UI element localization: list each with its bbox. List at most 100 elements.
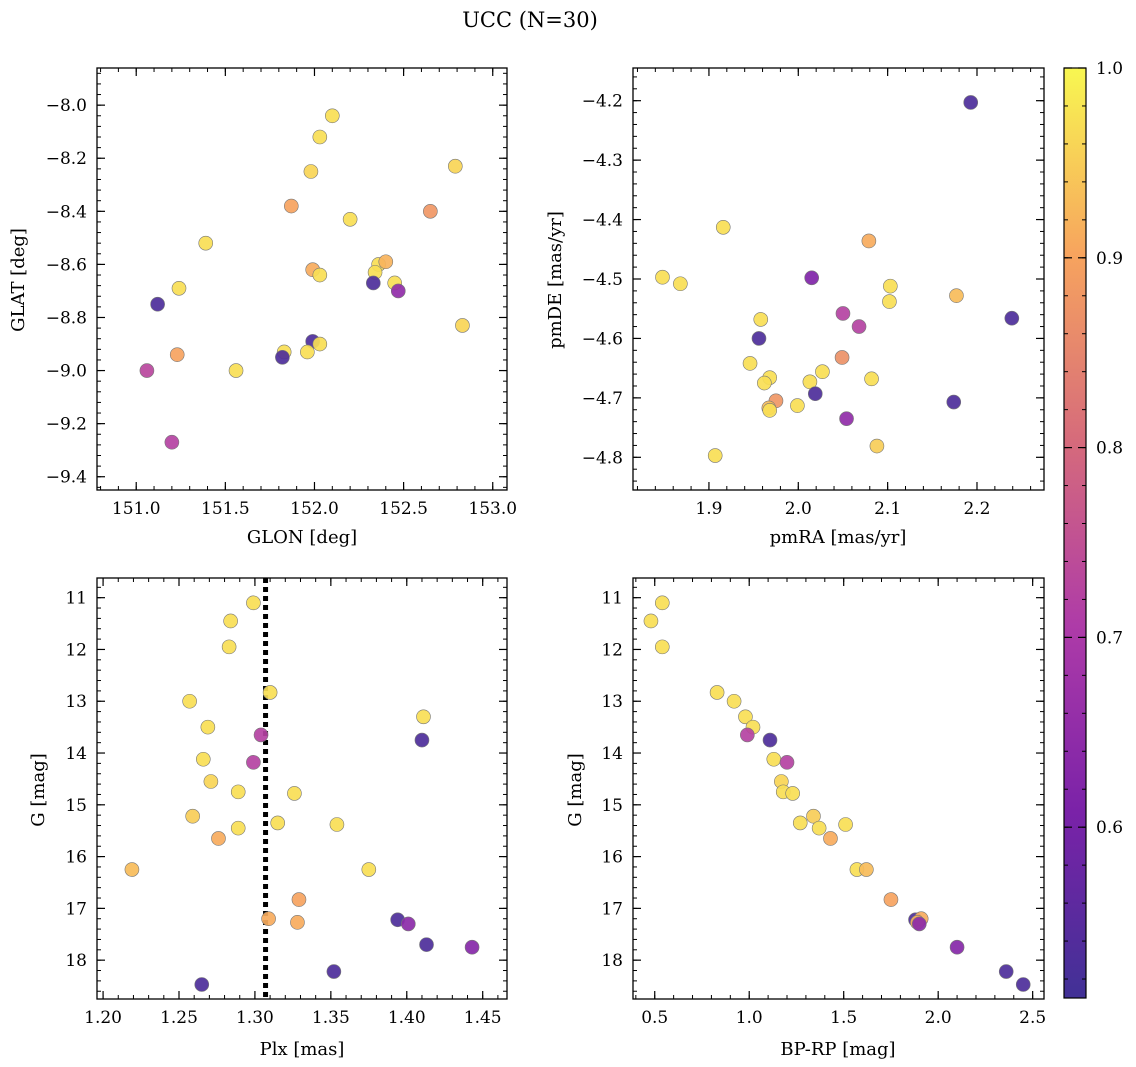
data-point	[228, 363, 244, 378]
data-point	[869, 438, 885, 454]
x-tick-label: 152.0	[290, 499, 339, 519]
data-point	[762, 732, 778, 748]
x-tick-label: 1.25	[160, 1008, 198, 1028]
y-axis-label: pmDE [mas/yr]	[545, 211, 566, 349]
data-point	[911, 916, 927, 932]
data-point	[751, 331, 767, 346]
data-point	[455, 318, 470, 333]
x-tick-label: 1.5	[830, 1008, 857, 1028]
data-point	[169, 347, 185, 362]
y-tick-label: −8.0	[46, 96, 87, 116]
data-point	[400, 916, 416, 932]
y-tick-label: 14	[601, 744, 623, 764]
data-point	[883, 892, 899, 907]
panel-glon-glat: 151.0 151.5 152.0 152.5 153.0 −8.0 −8.2 −8.4 −8.…	[8, 67, 517, 548]
data-point	[762, 403, 778, 418]
data-point	[230, 784, 246, 800]
y-tick-label: −9.0	[46, 362, 87, 382]
plot-frame	[632, 67, 1045, 491]
data-point	[414, 732, 430, 748]
data-point	[182, 693, 197, 709]
colorbar-tick-label: 0.6	[1096, 818, 1123, 838]
y-axis-label: GLAT [deg]	[8, 228, 29, 332]
y-tick-label: −9.2	[46, 415, 87, 435]
y-tick-label: 15	[65, 796, 87, 816]
data-point	[342, 211, 358, 227]
data-point	[766, 751, 782, 767]
data-point	[949, 939, 965, 955]
y-tick-label: 12	[65, 640, 87, 660]
y-tick-label: −4.2	[582, 92, 623, 112]
data-point	[740, 727, 755, 743]
y-tick-label: 18	[601, 951, 623, 971]
y-tick-label: 14	[65, 744, 87, 764]
data-point	[246, 595, 261, 611]
data-point	[709, 685, 725, 700]
x-tick-label: 0.5	[641, 1008, 668, 1028]
data-point	[253, 727, 269, 743]
x-tick-label: 1.45	[464, 1008, 502, 1028]
data-point	[378, 254, 394, 270]
y-tick-label: −8.6	[46, 255, 87, 275]
data-point	[312, 129, 328, 145]
y-tick-label: 12	[601, 640, 623, 660]
data-point	[835, 306, 851, 321]
data-point	[654, 595, 670, 611]
y-tick-label: −4.5	[582, 270, 623, 290]
colorbar-tick-label: 0.7	[1096, 628, 1123, 648]
x-tick-label: 1.20	[84, 1008, 122, 1028]
data-point	[707, 448, 723, 463]
data-point	[329, 817, 345, 832]
panel-content: 151.0 151.5 152.0 152.5 153.0 −8.0 −8.2 −8.4 −8.…	[46, 67, 517, 519]
y-tick-label: 18	[65, 951, 87, 971]
data-point	[262, 685, 278, 700]
colorbar: 0.6 0.7 0.8 0.9 1.0	[1063, 59, 1123, 999]
panel-pmra-pmde: 1.9 2.0 2.1 2.2 −4.2 −4.3 −4.4 −4.5 −4.6 −4.7 −4.8…	[545, 67, 1045, 548]
x-axis-label: pmRA [mas/yr]	[770, 527, 907, 548]
y-tick-label: 17	[65, 899, 87, 919]
panel-content: 1.9 2.0 2.1 2.2 −4.2 −4.3 −4.4 −4.5 −4.6 −4.7 −4.8	[582, 67, 1045, 519]
data-point	[361, 862, 377, 877]
data-point	[194, 977, 210, 992]
data-point	[726, 693, 742, 709]
data-point	[300, 344, 315, 360]
data-point	[792, 815, 808, 831]
data-point	[738, 709, 753, 725]
data-point	[303, 164, 319, 179]
y-axis-label: G [mag]	[28, 753, 49, 826]
data-point	[804, 270, 819, 286]
data-point	[715, 219, 731, 235]
panel-plx-g: 1.20 1.25 1.30 1.35 1.40 1.45 11 12 13 14 15 16 17 18…	[28, 577, 508, 1060]
data-point	[366, 275, 381, 291]
data-point	[325, 108, 340, 124]
data-point	[275, 349, 290, 365]
data-point	[1015, 977, 1031, 992]
data-point	[312, 267, 328, 283]
y-tick-label: 16	[601, 848, 623, 868]
data-point	[806, 808, 821, 824]
x-tick-label: 152.5	[379, 499, 428, 519]
data-point	[195, 751, 211, 767]
data-point	[779, 755, 795, 770]
panel-content: 1.20 1.25 1.30 1.35 1.40 1.45 11 12 13 14 15 16 17 18	[65, 577, 508, 1028]
data-point	[834, 350, 850, 365]
plot-frame	[96, 67, 508, 491]
data-point	[851, 319, 867, 334]
data-point	[673, 276, 688, 292]
data-point	[221, 639, 237, 655]
data-point	[171, 280, 187, 296]
data-point	[423, 204, 438, 219]
x-tick-label: 2.0	[925, 1008, 952, 1028]
data-point	[757, 375, 772, 391]
x-axis-label: Plx [mas]	[260, 1039, 345, 1060]
data-point	[859, 862, 874, 877]
data-point	[753, 312, 769, 327]
data-point	[946, 394, 962, 410]
y-tick-label: −8.2	[46, 149, 87, 169]
colorbar-tick-label: 0.8	[1096, 439, 1123, 459]
x-tick-label: 153.0	[468, 499, 517, 519]
data-point	[448, 158, 463, 174]
x-tick-label: 1.9	[695, 499, 722, 519]
data-point	[838, 817, 853, 832]
